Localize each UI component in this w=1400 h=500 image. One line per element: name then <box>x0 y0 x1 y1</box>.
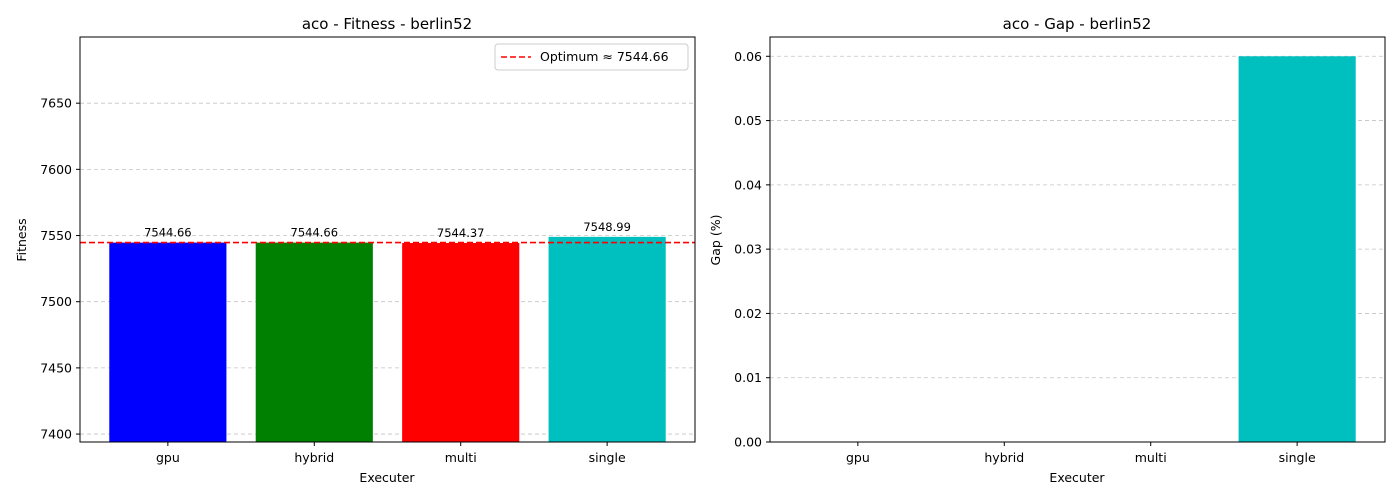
fitness-y-tick-label: 7600 <box>40 162 72 177</box>
fitness-bars <box>109 236 666 442</box>
fitness-bar-gpu <box>109 242 227 442</box>
gap-y-tick-label: 0.03 <box>734 242 762 257</box>
fitness-y-tick-label: 7500 <box>40 294 72 309</box>
fitness-data-labels: 7544.66 7544.66 7544.37 7548.99 <box>144 220 631 240</box>
gap-x-ticks: gpu hybrid multi single <box>846 442 1316 465</box>
gap-x-tick-label-single: single <box>1279 450 1316 465</box>
gap-x-tick-label-multi: multi <box>1135 450 1167 465</box>
fitness-chart-title: aco - Fitness - berlin52 <box>302 15 472 33</box>
gap-x-axis-label: Executer <box>1049 470 1105 485</box>
fitness-y-tick-label: 7650 <box>40 96 72 111</box>
fitness-y-axis-label: Fitness <box>14 218 29 261</box>
fitness-x-ticks: gpu hybrid multi single <box>156 442 626 465</box>
gap-y-tick-label: 0.06 <box>734 49 762 64</box>
gap-bars <box>1238 56 1356 443</box>
fitness-data-label-single: 7548.99 <box>583 220 631 234</box>
fitness-plot-frame <box>79 36 696 443</box>
gap-x-tick-label-gpu: gpu <box>846 450 870 465</box>
fitness-y-tick-label: 7400 <box>40 427 72 442</box>
gap-y-axis-label: Gap (%) <box>708 215 723 266</box>
legend-optimum-label: Optimum ≈ 7544.66 <box>540 49 669 64</box>
fitness-x-tick-label-gpu: gpu <box>156 450 180 465</box>
fitness-x-tick-label-multi: multi <box>445 450 477 465</box>
gap-bar-single <box>1238 56 1356 443</box>
fitness-legend: Optimum ≈ 7544.66 <box>494 43 689 71</box>
fitness-y-tick-label: 7550 <box>40 228 72 243</box>
gap-y-tick-label: 0.05 <box>734 113 762 128</box>
gap-y-tick-label: 0.02 <box>734 306 762 321</box>
fitness-data-label-hybrid: 7544.66 <box>291 226 339 240</box>
fitness-data-label-gpu: 7544.66 <box>144 226 192 240</box>
fitness-chart: aco - Fitness - berlin52 7544.66 7544.66 7… <box>14 15 696 485</box>
fitness-x-tick-label-single: single <box>589 450 626 465</box>
fitness-x-axis-label: Executer <box>359 470 415 485</box>
fitness-data-label-multi: 7544.37 <box>437 226 485 240</box>
gap-x-tick-label-hybrid: hybrid <box>984 450 1024 465</box>
gap-y-tick-label: 0.01 <box>734 370 762 385</box>
legend-box <box>494 43 689 71</box>
fitness-y-ticks: 7400 7450 7500 7550 7600 7650 <box>40 96 80 442</box>
fitness-bar-multi <box>402 242 520 442</box>
gap-y-tick-label: 0.00 <box>734 435 762 450</box>
gap-y-tick-label: 0.04 <box>734 177 762 192</box>
fitness-x-tick-label-hybrid: hybrid <box>294 450 334 465</box>
gap-chart: aco - Gap - berlin52 0.000.010.020.030.0… <box>708 15 1386 485</box>
fitness-bar-hybrid <box>255 242 373 442</box>
gap-plot-frame <box>769 36 1386 443</box>
fitness-bar-single <box>548 236 666 442</box>
gap-y-ticks: 0.00 0.01 0.02 0.03 0.04 0.05 0.06 <box>734 49 770 450</box>
gap-chart-title: aco - Gap - berlin52 <box>1003 15 1152 33</box>
fitness-y-tick-label: 7450 <box>40 360 72 375</box>
